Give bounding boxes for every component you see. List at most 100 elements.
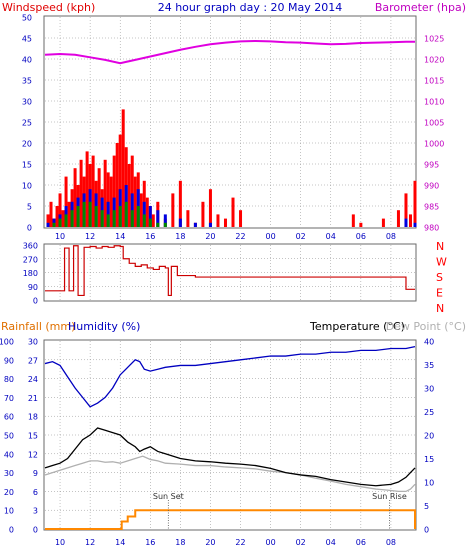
wind_low-bar — [100, 210, 104, 227]
wind_gust-bar — [73, 168, 77, 227]
wind_gust-bar — [408, 214, 412, 227]
wind_low-bar — [64, 214, 68, 227]
temperature-tick-label: 20 — [424, 432, 434, 441]
wind_low-bar — [124, 201, 128, 227]
wind_gust-bar — [351, 214, 355, 227]
wind_avg-bar — [156, 210, 160, 227]
wind_gust-bar — [85, 151, 89, 227]
time-tick-label: 08 — [386, 232, 396, 241]
humidity-tick-label: 90 — [4, 356, 14, 365]
wind_gust-bar — [130, 155, 134, 227]
wind_low-bar — [70, 210, 74, 227]
time-tick-label: 12 — [85, 232, 95, 241]
wind_gust-bar — [46, 214, 50, 227]
wind_gust-bar — [396, 210, 400, 227]
rain-tick-label: 3 — [33, 507, 38, 516]
humidity-axis-label: Humidity (%) — [68, 320, 140, 333]
wind_low-bar — [52, 222, 56, 227]
time-tick-label: 06 — [356, 538, 366, 547]
wind_gust-bar — [103, 159, 107, 227]
time-tick-label: 22 — [235, 538, 245, 547]
barometer-tick-label: 995 — [424, 161, 439, 170]
humidity-tick-label: 50 — [4, 432, 14, 441]
barometer-tick-label: 1005 — [424, 119, 444, 128]
barometer-tick-label: 980 — [424, 224, 439, 233]
humidity-tick-label: 70 — [4, 394, 14, 403]
chart-title: 24 hour graph day : 20 May 2014 — [158, 1, 343, 14]
wind-direction-line — [45, 245, 415, 297]
barometer-tick-label: 1015 — [424, 77, 444, 86]
direction-tick-label: 90 — [28, 283, 38, 292]
direction-tick-label: 360 — [23, 242, 38, 251]
temperature-tick-label: 35 — [424, 361, 434, 370]
wind_low-bar — [118, 206, 122, 227]
time-tick-label: 22 — [235, 232, 245, 241]
wind_gust-bar — [404, 193, 408, 227]
time-tick-label: 04 — [326, 232, 336, 241]
wind_low-bar — [112, 210, 116, 227]
wind_avg-bar — [163, 214, 167, 227]
wind_gust-bar — [109, 176, 113, 227]
time-tick-label: 00 — [266, 538, 276, 547]
time-tick-label: 18 — [175, 232, 185, 241]
wind_gust-bar — [201, 201, 205, 227]
wind_gust-bar — [58, 193, 62, 227]
barometer-tick-label: 1020 — [424, 56, 444, 65]
dewpoint-line — [44, 455, 416, 493]
wind_avg-bar — [208, 222, 212, 227]
wind-tick-label: 15 — [22, 161, 32, 170]
wind_low-bar — [163, 222, 167, 227]
wind_gust-bar — [112, 155, 116, 227]
wind_avg-bar — [148, 206, 152, 227]
barometer-tick-label: 990 — [424, 182, 439, 191]
wind-tick-label: 30 — [22, 98, 32, 107]
time-tick-label: 10 — [55, 232, 65, 241]
wind_avg-bar — [178, 218, 182, 227]
humidity-line — [44, 346, 416, 408]
compass-label: S — [436, 271, 443, 284]
windspeed-axis-label: Windspeed (kph) — [2, 1, 95, 14]
wind_gust-bar — [106, 172, 110, 227]
wind_low-bar — [58, 218, 62, 227]
temperature-tick-label: 30 — [424, 385, 434, 394]
wind-tick-label: 10 — [22, 182, 32, 191]
wind_gust-bar — [239, 210, 243, 227]
time-tick-label: 12 — [85, 538, 95, 547]
wind_gust-bar — [223, 218, 227, 227]
wind_gust-bar — [67, 201, 71, 227]
wind_gust-bar — [231, 197, 235, 227]
wind_gust-bar — [208, 189, 212, 227]
wind_gust-bar — [118, 134, 122, 227]
wind-tick-label: 20 — [22, 140, 32, 149]
time-tick-label: 18 — [175, 538, 185, 547]
wind_gust-bar — [97, 168, 101, 227]
wind_gust-bar — [413, 180, 417, 227]
rain-tick-label: 27 — [28, 356, 38, 365]
time-tick-label: 14 — [115, 538, 125, 547]
wind_gust-bar — [381, 218, 385, 227]
wind_avg-bar — [193, 222, 197, 227]
rainfall-line — [45, 509, 416, 530]
wind_low-bar — [94, 206, 98, 227]
barometer-tick-label: 1000 — [424, 140, 444, 149]
humidity-tick-label: 0 — [9, 526, 14, 535]
wind_gust-bar — [139, 193, 143, 227]
wind_avg-bar — [413, 222, 417, 227]
time-tick-label: 08 — [386, 538, 396, 547]
time-tick-label: 16 — [145, 232, 155, 241]
rainfall-axis-label: Rainfall (mm) — [1, 320, 75, 333]
time-tick-label: 06 — [356, 232, 366, 241]
time-tick-label: 20 — [205, 232, 215, 241]
rain-tick-label: 30 — [28, 338, 38, 347]
wind-tick-label: 5 — [27, 203, 32, 212]
humidity-tick-label: 60 — [4, 413, 14, 422]
rain-tick-label: 18 — [28, 413, 38, 422]
temperature-tick-label: 40 — [424, 338, 434, 347]
wind_gust-bar — [91, 155, 95, 227]
direction-tick-label: 0 — [33, 297, 38, 306]
wind_gust-bar — [115, 143, 119, 227]
wind_gust-bar — [55, 206, 59, 227]
wind_gust-bar — [49, 201, 53, 227]
